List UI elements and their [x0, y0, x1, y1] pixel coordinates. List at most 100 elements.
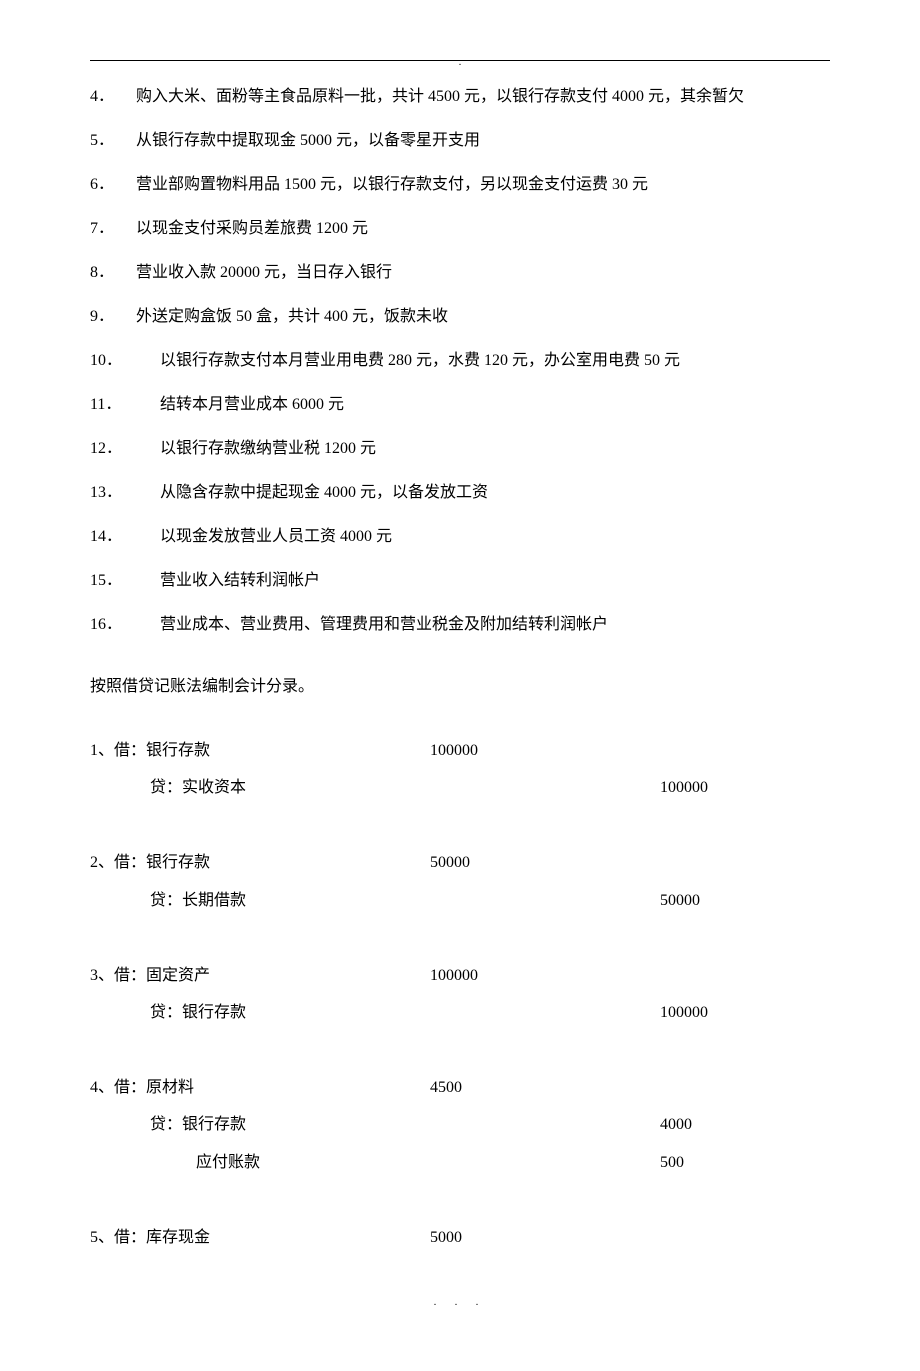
credit-amount: 4000 [660, 1107, 810, 1142]
list-item-number: 9． [90, 301, 136, 333]
entry-line: 贷：实收资本 100000 [90, 770, 830, 805]
credit-amount: 100000 [660, 995, 810, 1030]
footer-dots: . . . [90, 1295, 830, 1311]
column-spacer [580, 1107, 660, 1142]
journal-entries: 1、借：银行存款100000贷：实收资本1000002、借：银行存款50000贷… [90, 733, 830, 1255]
column-spacer [580, 1145, 660, 1180]
credit-amount: 500 [660, 1145, 810, 1180]
entry-account: 贷：银行存款 [90, 1107, 430, 1142]
column-spacer [580, 1220, 660, 1255]
entry-line: 贷：银行存款 4000 [90, 1107, 830, 1142]
credit-amount: 50000 [660, 883, 810, 918]
document-page: . 4．购入大米、面粉等主食品原料一批，共计 4500 元，以银行存款支付 40… [0, 0, 920, 1371]
journal-entry: 2、借：银行存款50000贷：长期借款50000 [90, 845, 830, 917]
debit-amount [430, 1107, 580, 1142]
entry-line: 贷：银行存款 100000 [90, 995, 830, 1030]
list-item: 8．营业收入款 20000 元，当日存入银行 [90, 257, 830, 289]
list-item-text: 以现金发放营业人员工资 4000 元 [160, 521, 830, 553]
entry-line: 2、借：银行存款50000 [90, 845, 830, 880]
list-item: 5．从银行存款中提取现金 5000 元，以备零星开支用 [90, 125, 830, 157]
entry-line: 1、借：银行存款100000 [90, 733, 830, 768]
list-item-number: 5． [90, 125, 136, 157]
column-spacer [580, 995, 660, 1030]
column-spacer [580, 883, 660, 918]
entry-line: 4、借：原材料4500 [90, 1070, 830, 1105]
journal-entry: 1、借：银行存款100000贷：实收资本100000 [90, 733, 830, 805]
center-dot: . [90, 55, 830, 71]
entry-line: 应付账款 500 [90, 1145, 830, 1180]
journal-entry: 4、借：原材料4500贷：银行存款 4000 应付账款 500 [90, 1070, 830, 1180]
list-item-text: 以现金支付采购员差旅费 1200 元 [136, 213, 830, 245]
list-item-number: 10． [90, 345, 160, 377]
list-item-number: 12． [90, 433, 160, 465]
list-item-number: 8． [90, 257, 136, 289]
list-item: 7．以现金支付采购员差旅费 1200 元 [90, 213, 830, 245]
entry-line: 贷：长期借款 50000 [90, 883, 830, 918]
list-item: 15．营业收入结转利润帐户 [90, 565, 830, 597]
list-item-number: 11． [90, 389, 160, 421]
column-spacer [580, 770, 660, 805]
list-item-text: 营业成本、营业费用、管理费用和营业税金及附加结转利润帐户 [160, 609, 830, 641]
list-item-number: 6． [90, 169, 136, 201]
column-spacer [580, 845, 660, 880]
entry-line: 3、借：固定资产100000 [90, 958, 830, 993]
entry-account: 贷：实收资本 [90, 770, 430, 805]
transaction-list: 4．购入大米、面粉等主食品原料一批，共计 4500 元，以银行存款支付 4000… [90, 81, 830, 641]
list-item-text: 外送定购盒饭 50 盒，共计 400 元，饭款未收 [136, 301, 830, 333]
list-item: 4．购入大米、面粉等主食品原料一批，共计 4500 元，以银行存款支付 4000… [90, 81, 830, 113]
entry-line: 5、借：库存现金5000 [90, 1220, 830, 1255]
list-item: 12．以银行存款缴纳营业税 1200 元 [90, 433, 830, 465]
instruction-text: 按照借贷记账法编制会计分录。 [90, 671, 830, 703]
list-item-text: 购入大米、面粉等主食品原料一批，共计 4500 元，以银行存款支付 4000 元… [136, 81, 830, 113]
list-item-number: 15． [90, 565, 160, 597]
list-item-text: 从银行存款中提取现金 5000 元，以备零星开支用 [136, 125, 830, 157]
list-item: 11．结转本月营业成本 6000 元 [90, 389, 830, 421]
credit-amount [660, 733, 810, 768]
list-item: 6．营业部购置物料用品 1500 元，以银行存款支付，另以现金支付运费 30 元 [90, 169, 830, 201]
list-item-number: 14． [90, 521, 160, 553]
entry-account: 1、借：银行存款 [90, 733, 430, 768]
list-item-text: 营业收入结转利润帐户 [160, 565, 830, 597]
entry-account: 5、借：库存现金 [90, 1220, 430, 1255]
entry-account: 4、借：原材料 [90, 1070, 430, 1105]
list-item: 10．以银行存款支付本月营业用电费 280 元，水费 120 元，办公室用电费 … [90, 345, 830, 377]
entry-account: 贷：银行存款 [90, 995, 430, 1030]
debit-amount: 100000 [430, 733, 580, 768]
credit-amount [660, 845, 810, 880]
credit-amount [660, 1220, 810, 1255]
debit-amount [430, 1145, 580, 1180]
debit-amount: 50000 [430, 845, 580, 880]
entry-account: 应付账款 [90, 1145, 430, 1180]
column-spacer [580, 733, 660, 768]
column-spacer [580, 958, 660, 993]
list-item: 9．外送定购盒饭 50 盒，共计 400 元，饭款未收 [90, 301, 830, 333]
list-item-number: 13． [90, 477, 160, 509]
list-item-text: 营业部购置物料用品 1500 元，以银行存款支付，另以现金支付运费 30 元 [136, 169, 830, 201]
list-item-text: 以银行存款支付本月营业用电费 280 元，水费 120 元，办公室用电费 50 … [160, 345, 830, 377]
list-item-number: 7． [90, 213, 136, 245]
journal-entry: 3、借：固定资产100000贷：银行存款100000 [90, 958, 830, 1030]
list-item-text: 从隐含存款中提起现金 4000 元，以备发放工资 [160, 477, 830, 509]
credit-amount: 100000 [660, 770, 810, 805]
list-item-text: 营业收入款 20000 元，当日存入银行 [136, 257, 830, 289]
debit-amount: 5000 [430, 1220, 580, 1255]
list-item-text: 以银行存款缴纳营业税 1200 元 [160, 433, 830, 465]
debit-amount [430, 995, 580, 1030]
debit-amount [430, 883, 580, 918]
list-item: 13．从隐含存款中提起现金 4000 元，以备发放工资 [90, 477, 830, 509]
journal-entry: 5、借：库存现金5000 [90, 1220, 830, 1255]
credit-amount [660, 958, 810, 993]
list-item-number: 4． [90, 81, 136, 113]
list-item-number: 16． [90, 609, 160, 641]
entry-account: 2、借：银行存款 [90, 845, 430, 880]
credit-amount [660, 1070, 810, 1105]
debit-amount: 4500 [430, 1070, 580, 1105]
list-item: 16．营业成本、营业费用、管理费用和营业税金及附加结转利润帐户 [90, 609, 830, 641]
column-spacer [580, 1070, 660, 1105]
list-item-text: 结转本月营业成本 6000 元 [160, 389, 830, 421]
debit-amount [430, 770, 580, 805]
debit-amount: 100000 [430, 958, 580, 993]
entry-account: 3、借：固定资产 [90, 958, 430, 993]
entry-account: 贷：长期借款 [90, 883, 430, 918]
list-item: 14．以现金发放营业人员工资 4000 元 [90, 521, 830, 553]
